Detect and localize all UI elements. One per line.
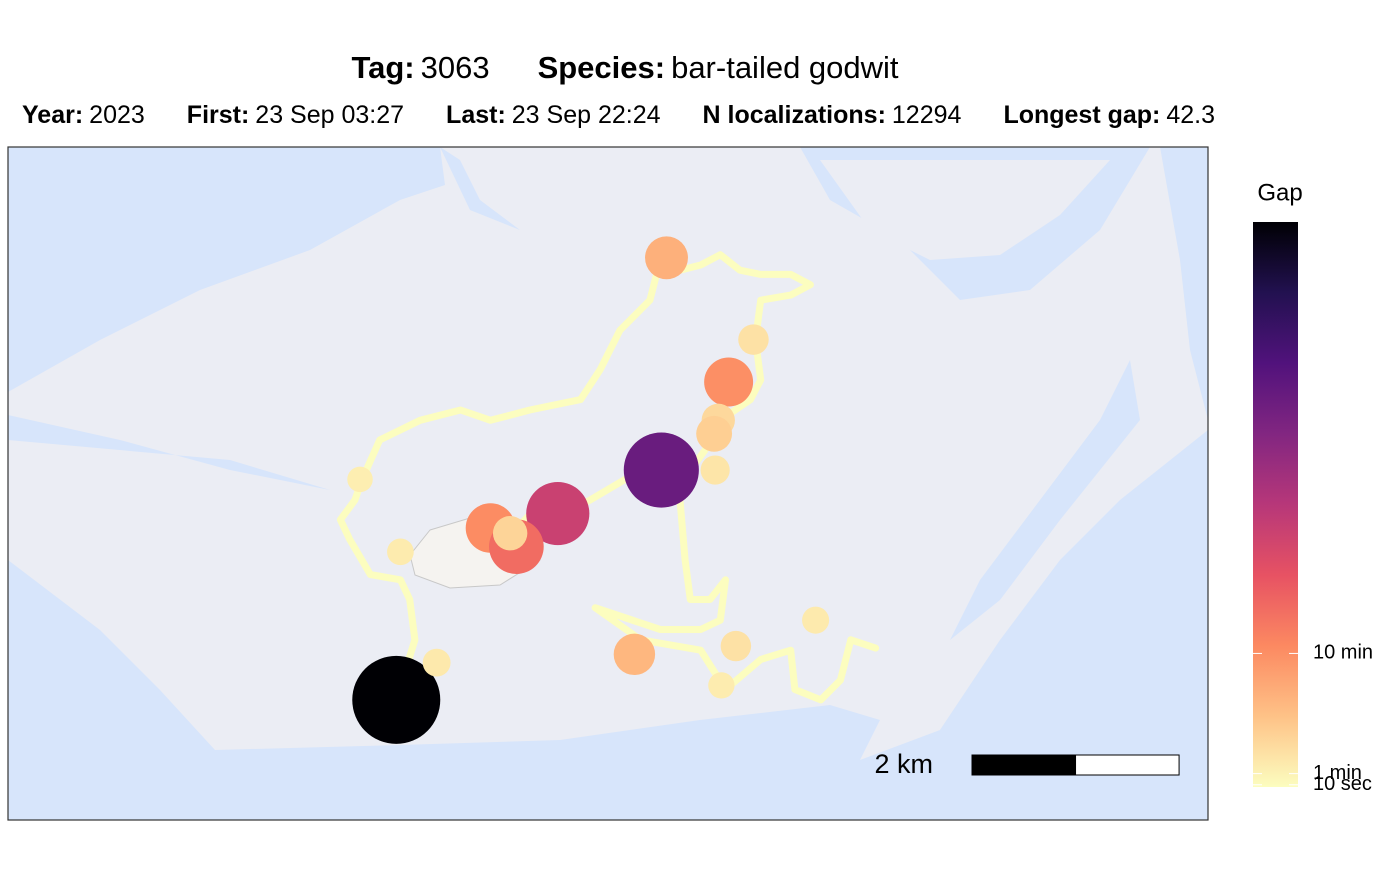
header-label: Year:: [22, 101, 83, 129]
gap-point: [492, 516, 528, 551]
gap-point: [700, 455, 730, 485]
gap-point: [696, 415, 733, 452]
track-layer: [336, 236, 880, 744]
water: [440, 147, 520, 230]
header-value: 3063: [421, 50, 490, 85]
water: [8, 430, 1208, 820]
gap-point: [802, 606, 830, 634]
water: [1160, 147, 1208, 420]
gap-point: [526, 481, 590, 546]
header-value: 42.3: [1166, 101, 1215, 129]
colorbar: [1253, 222, 1298, 787]
header: Tag: 3063 Species: bar-tailed godwit Year: 20…: [22, 50, 1215, 128]
header-label: N localizations:: [703, 101, 886, 129]
header-label: First:: [187, 101, 250, 129]
gap-point: [708, 672, 735, 699]
legend-tick-label: 1 min: [1313, 762, 1362, 784]
scale-bar-label: 2 km: [874, 749, 933, 779]
scale-bar-light: [1075, 754, 1180, 776]
header-label: Species:: [538, 50, 666, 85]
legend-tick-label: 10 sec: [1313, 773, 1372, 795]
gap-point: [613, 633, 656, 676]
gap-point: [422, 648, 451, 677]
legend-title: Gap: [1257, 179, 1302, 206]
gap-point: [347, 466, 373, 493]
basemap: [8, 147, 1208, 820]
gap-point: [645, 236, 688, 280]
header-line: Year: 2023 First: 23 Sep 03:27 Last: 23 Sep 2…: [22, 101, 1215, 129]
scale-bar-dark: [971, 754, 1077, 776]
land: [820, 160, 1110, 260]
legend-tick-label: 10 min: [1313, 642, 1373, 664]
gap-point: [387, 538, 414, 566]
header-value: 12294: [892, 101, 962, 129]
header-value: 23 Sep 03:27: [255, 101, 404, 129]
gap-point: [704, 357, 754, 407]
header-label: Tag:: [351, 50, 414, 85]
header-value: bar-tailed godwit: [671, 50, 899, 85]
header-value: 2023: [89, 101, 145, 129]
header-label: Longest gap:: [1003, 101, 1160, 129]
water: [950, 360, 1140, 640]
gap-point: [738, 324, 769, 355]
gap-point: [352, 655, 441, 744]
header-line: Tag: 3063 Species: bar-tailed godwit: [351, 50, 898, 85]
water: [8, 415, 330, 490]
header-value: 23 Sep 22:24: [512, 101, 661, 129]
water: [8, 147, 445, 392]
gap-point: [720, 630, 752, 662]
gap-point: [623, 432, 699, 508]
header-label: Last:: [446, 101, 506, 129]
map-frame: [7, 146, 1209, 821]
